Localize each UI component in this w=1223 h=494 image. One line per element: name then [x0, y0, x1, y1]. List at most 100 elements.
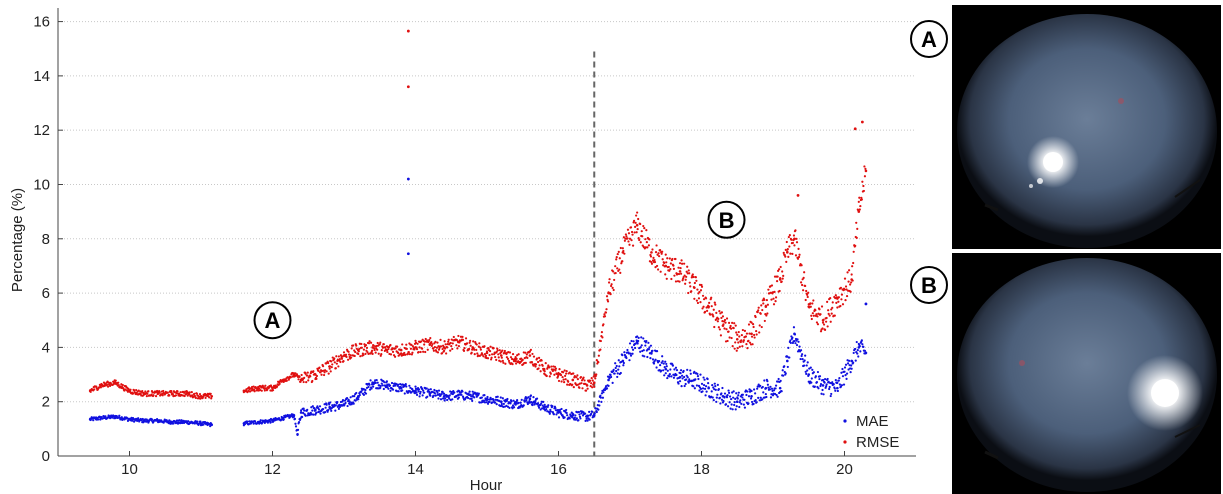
point-mae: [625, 356, 628, 360]
point-mae: [668, 373, 671, 376]
point-mae: [618, 365, 621, 368]
point-mae: [343, 403, 346, 406]
point-rmse: [441, 344, 445, 347]
point-rmse: [695, 299, 699, 302]
point-rmse: [554, 367, 558, 370]
point-rmse: [366, 351, 369, 354]
point-rmse: [258, 387, 261, 390]
point-rmse: [424, 337, 427, 341]
point-mae: [517, 401, 520, 405]
point-mae: [172, 422, 175, 425]
point-mae: [615, 364, 618, 368]
point-rmse: [671, 257, 674, 261]
point-mae: [628, 359, 631, 362]
point-rmse: [89, 390, 92, 393]
point-mae: [534, 399, 537, 402]
point-rmse: [315, 377, 318, 380]
y-axis-label: Percentage (%): [9, 188, 26, 292]
point-rmse: [400, 352, 403, 355]
point-rmse: [700, 283, 703, 287]
point-mae: [686, 376, 689, 379]
point-mae: [150, 418, 154, 421]
point-mae: [296, 433, 299, 436]
point-mae: [847, 359, 851, 362]
point-rmse: [478, 342, 481, 345]
point-mae: [379, 386, 382, 389]
point-mae: [410, 391, 413, 394]
point-mae: [740, 402, 743, 405]
point-rmse: [389, 343, 392, 347]
point-rmse: [723, 327, 726, 330]
point-rmse: [368, 340, 371, 343]
point-mae: [309, 411, 312, 414]
point-mae: [686, 368, 689, 371]
point-mae: [317, 408, 321, 411]
outlier-point: [860, 120, 864, 124]
point-mae: [455, 394, 458, 397]
point-mae: [753, 388, 756, 391]
point-mae: [621, 353, 624, 357]
point-rmse: [607, 281, 611, 284]
point-rmse: [658, 255, 661, 258]
point-mae: [634, 342, 637, 345]
point-mae: [246, 420, 249, 423]
point-rmse: [496, 347, 499, 350]
point-rmse: [633, 231, 636, 234]
point-mae: [330, 409, 333, 412]
point-mae: [814, 375, 818, 378]
point-mae: [850, 367, 853, 370]
point-rmse: [524, 361, 527, 364]
point-mae: [432, 394, 435, 397]
point-mae: [137, 417, 140, 420]
point-rmse: [778, 289, 781, 293]
point-mae: [546, 405, 549, 408]
point-mae: [780, 390, 783, 393]
point-rmse: [614, 265, 617, 268]
point-mae: [733, 403, 736, 407]
point-mae: [838, 383, 842, 386]
point-rmse: [844, 299, 847, 302]
point-rmse: [685, 270, 688, 273]
point-mae: [549, 408, 552, 411]
point-rmse: [586, 384, 589, 387]
point-mae: [821, 378, 825, 382]
point-rmse: [337, 355, 340, 358]
point-mae: [793, 339, 796, 343]
point-rmse: [495, 358, 498, 361]
point-rmse: [604, 311, 608, 314]
point-rmse: [634, 221, 637, 224]
point-rmse: [709, 313, 712, 316]
point-mae: [714, 388, 717, 391]
point-rmse: [712, 315, 715, 318]
point-rmse: [731, 321, 734, 325]
point-rmse: [656, 253, 659, 256]
point-mae: [423, 391, 426, 394]
point-mae: [355, 391, 358, 395]
point-rmse: [507, 359, 511, 363]
point-mae: [404, 383, 407, 386]
point-rmse: [506, 357, 510, 360]
point-rmse: [862, 184, 865, 188]
point-mae: [141, 417, 144, 421]
point-mae: [525, 399, 528, 402]
point-rmse: [628, 237, 632, 240]
point-rmse: [483, 345, 486, 348]
point-mae: [266, 421, 270, 424]
point-mae: [803, 364, 806, 367]
point-mae: [727, 391, 731, 394]
point-rmse: [788, 234, 791, 237]
image-label-a: A: [910, 20, 948, 58]
point-mae: [851, 359, 854, 363]
point-rmse: [108, 384, 112, 388]
point-mae: [864, 352, 867, 355]
point-mae: [732, 390, 735, 393]
point-mae: [358, 393, 361, 397]
point-rmse: [821, 321, 825, 324]
point-rmse: [404, 353, 407, 356]
point-rmse: [578, 386, 581, 389]
point-rmse: [781, 270, 784, 273]
point-rmse: [774, 299, 777, 303]
point-rmse: [408, 352, 411, 356]
point-mae: [859, 350, 862, 353]
point-rmse: [391, 350, 395, 353]
